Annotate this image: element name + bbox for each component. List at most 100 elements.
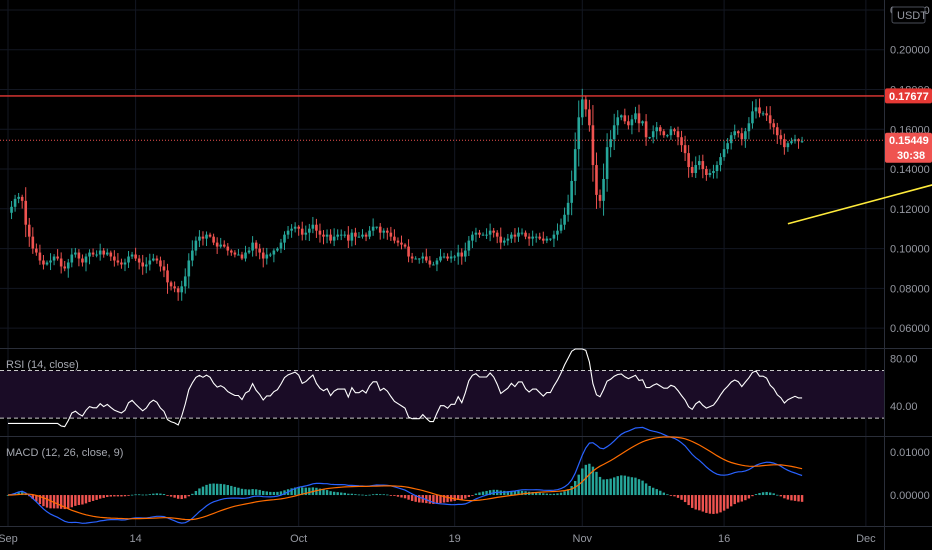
time-axis[interactable]: Sep14Oct19Nov16Dec14202118Feb [0,533,932,545]
macd-histogram-bar [634,477,637,496]
candle [751,101,754,129]
candle [421,252,425,264]
macd-histogram-bar [457,495,460,501]
candle-body [81,258,84,263]
candle-body [464,250,467,257]
macd-histogram-bar [485,490,488,496]
candle [95,250,98,258]
candle [598,189,602,208]
candle-body [765,113,768,116]
macd-histogram-bar [786,495,790,500]
macd-histogram-bar [120,495,123,497]
candle-body [247,250,251,253]
macd-histogram-bar [127,495,130,496]
macd-histogram-bar [70,495,74,508]
candle [754,99,758,119]
candle [134,247,137,262]
candle [116,253,120,266]
macd-histogram-bar [155,493,159,496]
candle-body [276,248,279,251]
macd-histogram-bar [552,493,556,496]
candle [311,216,315,234]
candle [84,253,88,272]
candle [666,134,669,138]
macd-histogram-bar [106,495,109,498]
candle [559,218,563,234]
candle-body [191,250,194,261]
macd-label[interactable]: MACD (12, 26, close, 9) [6,447,123,459]
candle-body [325,234,329,237]
candle [286,226,290,239]
rsi-pane[interactable]: RSI (14, close) [0,348,884,428]
candle [169,280,173,291]
candle [453,254,456,261]
candle [130,251,134,259]
candle [162,260,166,278]
macd-histogram-bar [662,492,666,496]
macd-histogram-bar [396,495,400,497]
candle [662,129,666,138]
candle-body [88,252,91,257]
candle-body [697,161,701,166]
macd-histogram-bar [644,483,648,496]
candle [410,252,414,263]
macd-histogram-bar [56,495,59,509]
ascending-trendline[interactable] [787,98,932,225]
macd-histogram-bar [800,495,804,502]
currency-badge[interactable]: USDT [891,6,927,24]
candle-body [10,206,13,213]
candle-body [152,258,155,261]
macd-axis[interactable]: 0.01000 0.00000 [890,447,930,502]
candle [332,228,336,247]
candle-body [534,236,538,238]
rsi-label[interactable]: RSI (14, close) [6,359,79,371]
macd-histogram-bar [304,487,307,496]
price-tick-label: 0.20000 [890,45,930,57]
rsi-axis[interactable]: 80.00 40.00 [890,354,918,414]
macd-histogram-bar [130,494,134,496]
macd-histogram-bar [595,471,598,496]
candle [673,127,676,135]
candle-body [130,254,134,257]
candle [251,236,254,257]
macd-histogram-bar [343,492,346,496]
price-pane[interactable] [0,88,932,301]
candle-body [442,256,446,258]
macd-histogram-bar [758,493,761,496]
candle [261,247,265,268]
candle [98,243,102,261]
macd-histogram-bar [95,495,98,500]
macd-pane[interactable]: MACD (12, 26, close, 9) [6,426,804,524]
macd-histogram-bar [276,491,279,496]
candle [265,247,269,265]
candle [77,249,81,267]
candle [793,134,797,144]
candle-body [393,236,396,241]
macd-histogram-bar [350,493,354,496]
candle [350,229,354,247]
macd-histogram-bar [166,495,169,496]
macd-histogram-bar [244,489,247,496]
candle [786,140,790,152]
candle [524,230,527,240]
macd-histogram-bar [67,495,70,509]
macd-histogram-bar [783,495,786,499]
candle [439,249,442,263]
candle [460,248,464,265]
candle [765,106,768,121]
candle-body [322,234,325,237]
candle [293,222,297,233]
candle-body [269,254,272,256]
candle-body [56,256,59,259]
candle-body [719,157,722,166]
macd-histogram-bar [467,495,471,497]
candle [531,230,534,246]
price-axis[interactable]: 0.220000.200000.180000.160000.140000.120… [890,5,930,335]
macd-histogram-bar [659,490,662,496]
candle [747,117,751,140]
candle [191,240,194,267]
candle [800,136,804,143]
macd-histogram-bar [673,495,676,497]
candle [215,237,219,254]
